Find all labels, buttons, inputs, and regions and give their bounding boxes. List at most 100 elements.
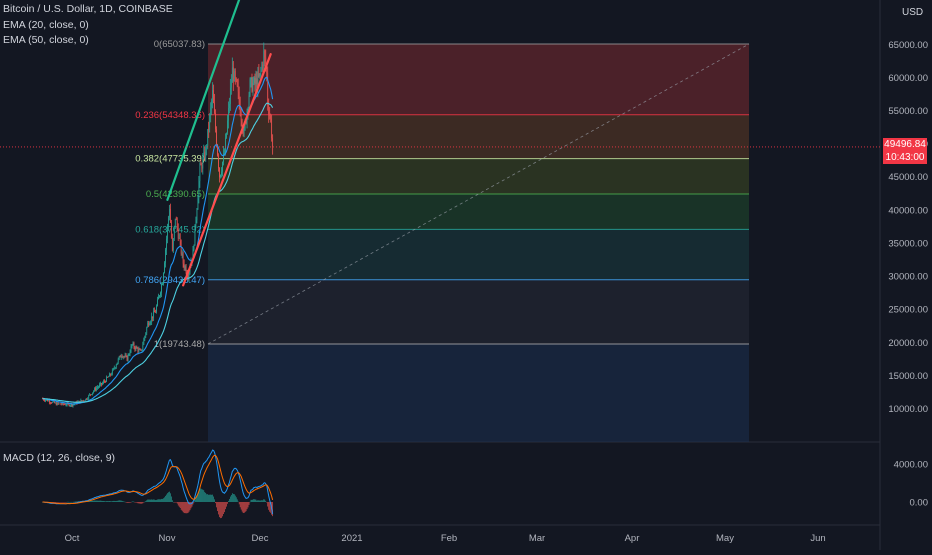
macd-histogram-bar	[169, 491, 170, 502]
macd-histogram-bar	[143, 502, 145, 503]
macd-histogram-bar	[258, 500, 260, 502]
candle-body	[220, 174, 221, 178]
macd-histogram-bar	[163, 498, 164, 502]
candle-body	[127, 354, 129, 361]
macd-histogram-bar	[176, 502, 178, 504]
macd-histogram-bar	[261, 500, 263, 502]
candle-body	[267, 72, 269, 106]
candle-body	[218, 155, 219, 168]
candle-body	[185, 266, 187, 273]
macd-histogram-bar	[173, 502, 175, 503]
fib-band-1	[208, 343, 749, 442]
candle-body	[136, 346, 138, 349]
macd-histogram-bar	[186, 502, 188, 514]
candle-body	[56, 402, 58, 406]
currency-label[interactable]: USD	[902, 7, 924, 18]
macd-histogram-bar	[121, 500, 123, 502]
candle-body	[71, 403, 73, 406]
candle-body	[47, 399, 48, 402]
macd-histogram-bar	[58, 502, 60, 503]
candle-body	[255, 78, 257, 84]
macd-histogram-bar	[178, 502, 180, 507]
candles	[42, 42, 274, 408]
candle-body	[262, 64, 264, 66]
candle-body	[63, 404, 65, 405]
macd-histogram-bar	[129, 502, 131, 503]
candle-body	[166, 238, 167, 250]
candle-body	[139, 349, 141, 351]
candle-body	[261, 64, 263, 71]
macd-histogram-bar	[244, 502, 246, 513]
candle-body	[87, 398, 89, 400]
macd-histogram-bar	[94, 500, 95, 502]
macd-histogram-bar	[199, 488, 201, 502]
candle-body	[89, 394, 91, 396]
macd-histogram-bar	[159, 499, 160, 502]
fib-band-0.618	[208, 229, 749, 280]
price-tick-label: 35000.00	[888, 238, 928, 249]
macd-histogram-bar	[167, 493, 168, 502]
fib-label-0.382: 0.382(47735.39)	[135, 154, 205, 165]
candle-body	[121, 356, 123, 358]
macd-histogram-bar	[135, 502, 137, 503]
candle-body	[48, 400, 49, 402]
candle-body	[272, 138, 273, 147]
candle-body	[176, 219, 178, 229]
candle-body	[212, 90, 213, 102]
macd-histogram-bar	[114, 501, 116, 502]
candle-body	[156, 305, 157, 313]
macd-histogram-bar	[221, 502, 222, 518]
macd-histogram-bar	[254, 499, 256, 502]
candle-body	[182, 253, 184, 264]
candle-body	[49, 400, 50, 403]
candle-body	[209, 114, 211, 130]
macd-histogram-bar	[197, 493, 199, 502]
macd-histogram-bar	[191, 502, 193, 507]
candle-body	[55, 402, 57, 406]
candle-body	[137, 348, 139, 352]
macd-histogram-bar	[120, 500, 122, 502]
candle-body	[46, 399, 47, 401]
macd-histogram-bar	[239, 502, 241, 508]
fib-band-0.382	[208, 158, 749, 194]
candle-body	[117, 358, 119, 363]
candle-body	[109, 373, 110, 377]
macd-histogram-bar	[242, 502, 244, 513]
candle-body	[110, 373, 111, 375]
macd-histogram-bar	[162, 498, 163, 502]
candle-body	[172, 238, 174, 251]
candle-body	[124, 355, 126, 357]
macd-histogram-bar	[269, 502, 271, 512]
macd-histogram-bar	[71, 501, 73, 503]
macd-histogram-bar	[200, 488, 202, 502]
candle-body	[114, 367, 116, 369]
fib-band-0.786	[208, 279, 749, 344]
macd-histogram-bar	[110, 501, 112, 502]
candle-body	[60, 404, 62, 405]
macd-histogram-bar	[172, 501, 174, 503]
macd-histogram-bar	[216, 502, 217, 508]
macd-histogram-bar	[229, 496, 231, 502]
candle-body	[260, 70, 262, 74]
candle-body	[242, 128, 244, 133]
candle-body	[146, 327, 148, 333]
macd-histogram-bar	[55, 502, 57, 503]
macd-histogram-bar	[256, 500, 258, 502]
macd-histogram-bar	[57, 502, 59, 503]
price-tick-label: 60000.00	[888, 73, 928, 84]
candle-body	[52, 401, 54, 403]
candle-body	[65, 404, 67, 406]
candle-body	[195, 220, 197, 225]
candle-body	[90, 394, 92, 396]
macd-histogram-bar	[144, 501, 146, 503]
candle-body	[120, 356, 122, 358]
candle-body	[118, 356, 120, 359]
candle-body	[247, 108, 249, 111]
candle-body	[134, 347, 136, 350]
macd-histogram-bar	[131, 501, 133, 503]
macd-histogram-bar	[267, 502, 269, 507]
candle-body	[135, 346, 137, 350]
macd-histogram-bar	[56, 502, 58, 503]
